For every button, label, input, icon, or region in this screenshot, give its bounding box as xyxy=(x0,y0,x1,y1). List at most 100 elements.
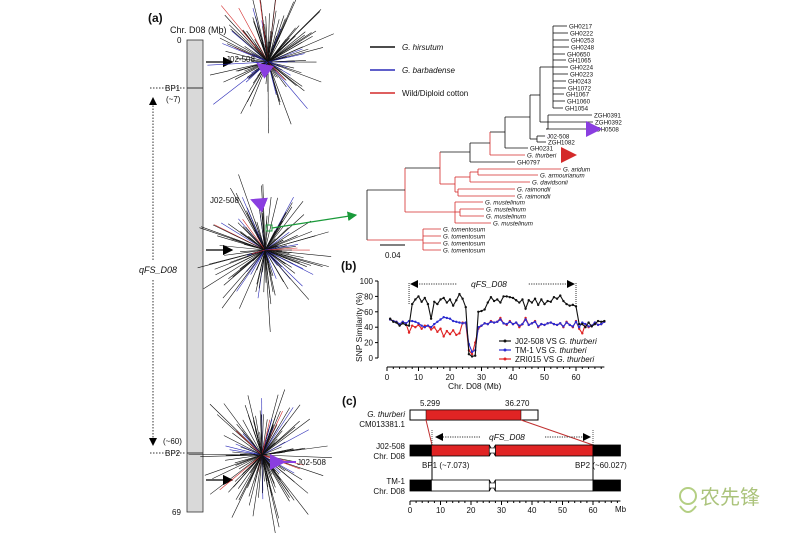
scale-bar-label: 0.04 xyxy=(385,251,401,260)
data-point xyxy=(600,322,603,326)
tree-branch xyxy=(212,454,263,480)
tree-branch xyxy=(267,31,273,63)
data-point xyxy=(533,320,537,324)
data-point xyxy=(502,322,505,325)
tree-branch xyxy=(267,33,334,63)
centromere xyxy=(488,482,496,489)
data-point xyxy=(429,317,433,320)
tree-leaf-label: GH1072 xyxy=(568,86,592,93)
axis-tick-label: 60 xyxy=(589,506,598,515)
tree-leaf-label: GH1065 xyxy=(568,58,592,65)
data-point xyxy=(486,322,489,326)
tree-leaf-label: G. tomentosum xyxy=(443,227,485,234)
tree-leaf-label: J02-508 xyxy=(547,134,570,141)
tree-branch xyxy=(261,419,268,456)
y-tick-label: 100 xyxy=(360,277,374,286)
tree-branch xyxy=(251,53,269,63)
data-point xyxy=(518,324,521,327)
tree-branch xyxy=(227,223,266,251)
data-point xyxy=(499,318,502,321)
tree-branch xyxy=(203,249,266,290)
tree-branch xyxy=(223,403,263,456)
tree-branch xyxy=(267,61,308,109)
tree-branch xyxy=(264,249,289,290)
tree-branch xyxy=(249,454,263,481)
data-point xyxy=(407,324,411,327)
data-point xyxy=(417,322,420,325)
tree-branch xyxy=(250,249,266,275)
data-point xyxy=(448,332,452,336)
tree-branch xyxy=(261,454,309,494)
tree-leaf-label: ZGH0391 xyxy=(594,113,621,120)
tree-branch xyxy=(221,249,266,309)
y-axis-label: SNP Similarity (%) xyxy=(354,292,364,362)
tree-leaf-label: GH0223 xyxy=(570,72,594,79)
data-point xyxy=(489,320,493,324)
data-point xyxy=(448,317,452,320)
tree-branch xyxy=(246,212,266,251)
tree-branch xyxy=(243,243,266,251)
tree-branch xyxy=(223,435,263,456)
qtl-label-c: qFS_D08 xyxy=(489,432,525,442)
tree-leaf-label: G. armourianum xyxy=(540,173,585,180)
data-point xyxy=(511,322,515,326)
tree-branch xyxy=(220,222,266,251)
tree-branch xyxy=(267,19,280,63)
data-point xyxy=(581,322,584,326)
data-point xyxy=(470,352,474,356)
watermark-logo: 农先锋 xyxy=(679,486,760,513)
tree-branch xyxy=(242,419,263,456)
tree-branch xyxy=(240,61,269,114)
data-point xyxy=(508,320,512,324)
data-point xyxy=(496,320,499,324)
marker-label-3: J02-508 xyxy=(297,458,326,467)
data-point xyxy=(524,318,527,321)
tree-branch xyxy=(225,454,263,461)
axis-tick-label: 30 xyxy=(497,506,506,515)
marker-label-1: J02-508 xyxy=(226,55,255,64)
data-point xyxy=(543,302,546,306)
panel-a-label: (a) xyxy=(148,11,163,25)
data-point xyxy=(429,326,433,329)
data-point xyxy=(470,355,474,358)
legend-label: ZRI015 VS G. thurberi xyxy=(515,355,594,364)
data-point xyxy=(448,298,452,301)
j02-508-chromosome xyxy=(409,444,621,457)
tree-branch xyxy=(261,429,309,456)
data-point xyxy=(559,294,562,297)
chr-end: 69 xyxy=(172,508,181,517)
ref-start: 5.299 xyxy=(420,399,441,408)
tree-branch xyxy=(219,245,266,251)
data-point xyxy=(474,354,477,357)
tree-branch xyxy=(230,28,269,63)
tree-branch xyxy=(228,24,269,63)
tree-leaf-label: GH0231 xyxy=(530,146,554,153)
data-point xyxy=(537,303,540,307)
tree-branch xyxy=(264,249,276,296)
tree-branch xyxy=(244,405,263,456)
data-point xyxy=(596,323,600,327)
chromosome-segment xyxy=(494,479,594,492)
tree-leaf-label: G. thurberi xyxy=(527,153,557,160)
tree-branch xyxy=(236,249,266,292)
tree-branch xyxy=(240,446,263,456)
data-point xyxy=(552,322,556,326)
tree-branch xyxy=(236,430,263,456)
ref-introgression-region xyxy=(425,409,522,421)
data-point xyxy=(603,319,606,323)
tree-branch xyxy=(261,454,273,496)
data-point xyxy=(562,325,565,328)
tm-1-chromosome xyxy=(409,479,621,492)
tree-branch xyxy=(264,220,312,251)
data-point xyxy=(511,296,515,300)
tree-branch xyxy=(259,432,263,456)
marker-label-2: J02-508 xyxy=(210,196,239,205)
data-point xyxy=(433,300,436,303)
data-point xyxy=(398,324,401,327)
data-point xyxy=(439,318,442,321)
data-point xyxy=(593,322,597,326)
legend-barbadense: G. barbadense xyxy=(402,66,455,75)
data-point xyxy=(486,301,489,304)
data-point xyxy=(584,322,587,326)
data-point xyxy=(442,296,445,300)
